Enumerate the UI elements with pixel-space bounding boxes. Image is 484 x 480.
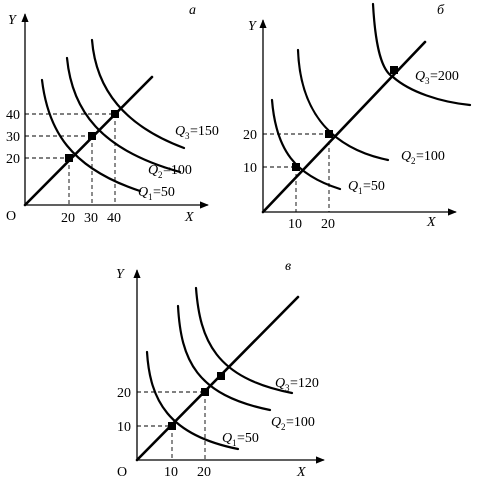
panel-a-letter: а — [189, 3, 196, 18]
panel-b-equilibrium-point — [292, 163, 300, 171]
svg-text:1: 1 — [232, 438, 237, 448]
panel-c-q2-label: Q 2 =100 — [271, 415, 315, 432]
panel-c-y-label: Y — [116, 267, 126, 282]
panel-b-q1-label: Q 1 =50 — [348, 179, 385, 196]
panel-a-y-tick: 30 — [6, 130, 20, 145]
svg-text:2: 2 — [158, 170, 163, 180]
panel-b-y-label: Y — [248, 19, 258, 34]
svg-text:1: 1 — [358, 186, 363, 196]
svg-text:=100: =100 — [286, 415, 315, 430]
panel-c-y-tick: 10 — [117, 420, 131, 435]
panel-b-y-tick: 10 — [243, 161, 257, 176]
svg-text:=120: =120 — [290, 376, 319, 391]
svg-text:Q: Q — [138, 185, 148, 200]
panel-a-y-tick: 40 — [6, 108, 20, 123]
panel-a-x-tick: 40 — [107, 211, 121, 226]
svg-text:=50: =50 — [153, 185, 175, 200]
panel-b-x-label: X — [426, 215, 436, 230]
panel-a-isoquant-q2 — [65, 56, 182, 174]
panel-b-isoquant-q1 — [270, 98, 342, 191]
panel-c-x-label: X — [296, 465, 306, 480]
svg-text:Q: Q — [175, 124, 185, 139]
panel-c-equilibrium-point — [168, 422, 176, 430]
panel-c-q1-label: Q 1 =50 — [222, 431, 259, 448]
panel-b-isoquant-q2 — [296, 48, 390, 162]
svg-text:3: 3 — [285, 383, 290, 393]
svg-text:=50: =50 — [363, 179, 385, 194]
svg-text:Q: Q — [271, 415, 281, 430]
panel-a-x-tick: 30 — [84, 211, 98, 226]
panel-c-origin: O — [117, 465, 127, 480]
svg-text:3: 3 — [425, 76, 430, 86]
panel-a-y-tick: 20 — [6, 152, 20, 167]
panel-a-isoquant-q3 — [90, 38, 186, 150]
svg-text:1: 1 — [148, 192, 153, 202]
panel-c-isoquant-q2 — [176, 304, 272, 412]
panel-a-origin: O — [6, 209, 16, 224]
panel-a-x-tick: 20 — [61, 211, 75, 226]
panel-a-y-label: Y — [8, 13, 18, 28]
panel-a-q3-label: Q 3 =150 — [175, 124, 219, 141]
panel-b-q3-label: Q 3 =200 — [415, 69, 459, 86]
panel-b: Y X б 10 20 10 20 Q 1 =50 Q 2 =100 Q 3 — [243, 2, 472, 232]
panel-a-isoquant-q1 — [40, 78, 142, 193]
svg-text:=150: =150 — [190, 124, 219, 139]
panel-a-x-label: X — [184, 210, 194, 225]
svg-text:2: 2 — [411, 156, 416, 166]
svg-text:2: 2 — [281, 422, 286, 432]
svg-text:Q: Q — [401, 149, 411, 164]
svg-text:=200: =200 — [430, 69, 459, 84]
panel-a-q1-label: Q 1 =50 — [138, 185, 175, 202]
svg-text:=100: =100 — [416, 149, 445, 164]
panel-b-letter: б — [437, 3, 445, 18]
panel-b-q2-label: Q 2 =100 — [401, 149, 445, 166]
panel-a-equilibrium-point — [65, 154, 73, 162]
svg-text:=100: =100 — [163, 163, 192, 178]
svg-text:Q: Q — [415, 69, 425, 84]
panel-a-expansion-path — [23, 75, 154, 207]
svg-text:Q: Q — [275, 376, 285, 391]
svg-text:Q: Q — [222, 431, 232, 446]
panel-c-isoquant-q3 — [194, 286, 294, 395]
panel-c-q3-label: Q 3 =120 — [275, 376, 319, 393]
panel-c-letter: в — [285, 259, 291, 274]
svg-text:3: 3 — [185, 131, 190, 141]
svg-text:=50: =50 — [237, 431, 259, 446]
panel-a-equilibrium-point — [88, 132, 96, 140]
panel-b-equilibrium-point — [390, 66, 398, 74]
panel-b-equilibrium-point — [325, 130, 333, 138]
panel-c: Y X O в 10 20 10 20 Q 1 =50 Q 2 =100 Q — [116, 259, 325, 480]
panel-b-y-tick: 20 — [243, 128, 257, 143]
panel-c-isoquant-q1 — [145, 350, 240, 451]
panel-c-y-tick: 20 — [117, 386, 131, 401]
svg-text:Q: Q — [148, 163, 158, 178]
panel-b-isoquant-q3 — [371, 2, 472, 107]
panel-b-expansion-path — [261, 40, 427, 214]
panel-b-x-tick: 20 — [321, 217, 335, 232]
svg-text:Q: Q — [348, 179, 358, 194]
panel-c-x-tick: 10 — [164, 465, 178, 480]
panel-c-equilibrium-point — [217, 372, 225, 380]
panel-c-x-tick: 20 — [197, 465, 211, 480]
panel-c-equilibrium-point — [201, 388, 209, 396]
panel-a-q2-label: Q 2 =100 — [148, 163, 192, 180]
panel-b-x-tick: 10 — [288, 217, 302, 232]
panel-a: Y X O а 20 30 40 20 30 40 Q 1 =50 Q 2 =1… — [6, 3, 219, 226]
panel-a-equilibrium-point — [111, 110, 119, 118]
